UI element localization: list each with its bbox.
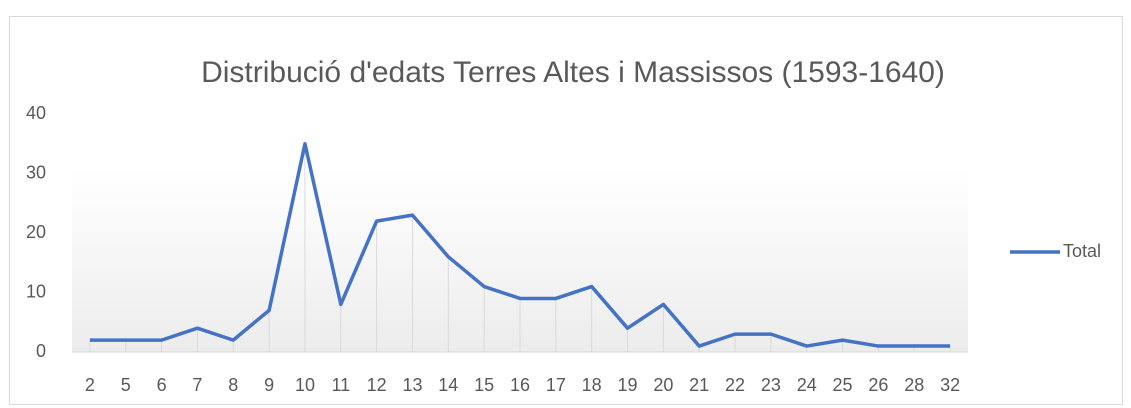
x-tick-label: 17 — [546, 375, 566, 395]
x-tick-label: 32 — [940, 375, 960, 395]
legend-label: Total — [1063, 241, 1101, 261]
y-tick-label: 30 — [26, 162, 46, 182]
chart-title: Distribució d'edats Terres Altes i Massi… — [201, 56, 945, 89]
x-tick-label: 7 — [192, 375, 202, 395]
x-tick-label: 25 — [833, 375, 853, 395]
x-tick-label: 6 — [157, 375, 167, 395]
x-tick-label: 23 — [761, 375, 781, 395]
y-tick-label: 10 — [26, 281, 46, 301]
x-tick-label: 16 — [510, 375, 530, 395]
x-tick-label: 10 — [295, 375, 315, 395]
x-tick-label: 26 — [868, 375, 888, 395]
y-tick-label: 40 — [26, 103, 46, 123]
x-tick-label: 8 — [228, 375, 238, 395]
x-tick-label: 5 — [121, 375, 131, 395]
y-tick-label: 0 — [36, 341, 46, 361]
x-tick-label: 28 — [904, 375, 924, 395]
x-tick-label: 14 — [438, 375, 458, 395]
x-tick-label: 24 — [797, 375, 817, 395]
x-tick-label: 18 — [582, 375, 602, 395]
series-line — [89, 142, 951, 348]
x-tick-label: 2 — [85, 375, 95, 395]
x-tick-label: 21 — [689, 375, 709, 395]
x-tick-label: 20 — [653, 375, 673, 395]
x-tick-label: 19 — [618, 375, 638, 395]
x-tick-label: 11 — [331, 375, 350, 395]
x-tick-label: 9 — [264, 375, 274, 395]
x-tick-label: 15 — [474, 375, 494, 395]
x-tick-label: 12 — [367, 375, 387, 395]
x-tick-label: 13 — [402, 375, 422, 395]
x-tick-label: 22 — [725, 375, 745, 395]
y-tick-label: 20 — [26, 222, 46, 242]
